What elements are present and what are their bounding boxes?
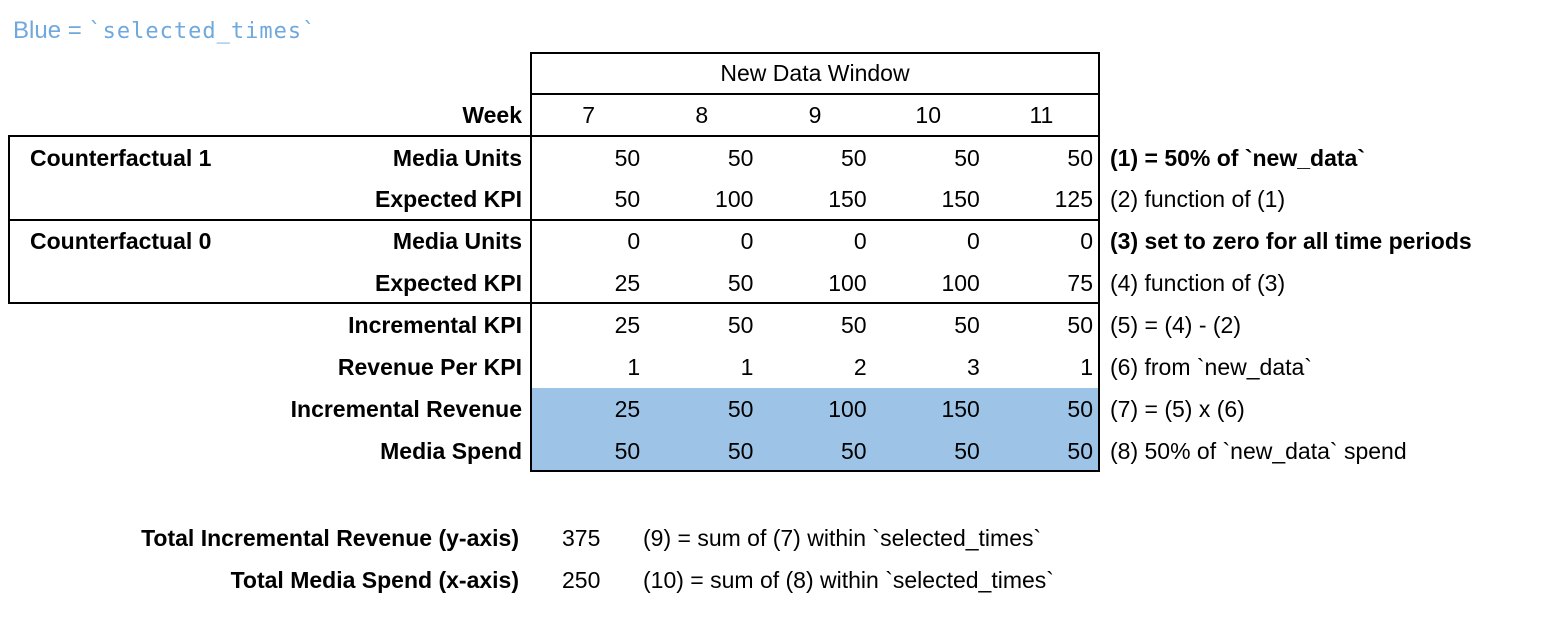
week-cell: 9 [808, 102, 822, 128]
value-cell: 50 [841, 311, 867, 338]
value-cell: 150 [828, 186, 867, 212]
table-row-media-units-cf0: Media Units 0 0 0 0 0 (3) set to zero fo… [0, 221, 1544, 262]
value-cell: 150 [941, 186, 980, 212]
table-row-revenue-per-kpi: Revenue Per KPI 1 1 2 3 1 (6) from `new_… [0, 346, 1544, 388]
value-cell: 2 [853, 353, 867, 380]
value-cell: 100 [828, 395, 867, 422]
week-row-separator-line [8, 135, 1100, 137]
table-row-media-spend: Media Spend 50 50 50 50 50 (8) 50% of `n… [0, 430, 1544, 472]
row-annotation: (4) function of (3) [1110, 269, 1286, 296]
value-cell: 100 [941, 269, 980, 296]
value-cell: 0 [740, 228, 754, 254]
row-label: Media Spend [380, 437, 522, 464]
counterfactual-separator-line [8, 219, 1100, 221]
row-label: Incremental KPI [348, 311, 522, 338]
value-cell: 50 [1067, 144, 1094, 171]
total-annotation: (10) = sum of (8) within `selected_times… [643, 566, 1054, 593]
total-incremental-revenue-line: Total Incremental Revenue (y-axis) 375 (… [0, 517, 1544, 559]
total-media-spend-line: Total Media Spend (x-axis) 250 (10) = su… [0, 559, 1544, 601]
value-cell: 50 [614, 186, 641, 212]
group-label-counterfactual-0: Counterfactual 0 [30, 227, 212, 254]
value-cell: 50 [727, 437, 754, 464]
value-cell: 0 [967, 228, 980, 254]
value-cell: 50 [954, 437, 980, 464]
row-label: Revenue Per KPI [337, 353, 522, 380]
value-cell: 50 [841, 437, 867, 464]
total-annotation: (9) = sum of (7) within `selected_times` [643, 524, 1042, 551]
value-cell: 50 [1067, 437, 1094, 464]
value-cell: 50 [727, 395, 754, 422]
value-cell: 25 [614, 395, 641, 422]
counterfactual-left-border [8, 135, 10, 304]
week-cell: 11 [1029, 102, 1054, 128]
value-cell: 150 [941, 395, 980, 422]
value-cell: 50 [614, 437, 641, 464]
total-value: 250 [562, 566, 601, 593]
table-header: New Data Window [720, 59, 910, 86]
week-cell: 7 [582, 102, 595, 128]
week-row: Week 7 8 9 10 11 [0, 94, 1544, 137]
value-cell: 75 [1067, 269, 1094, 296]
row-annotation: (5) = (4) - (2) [1110, 311, 1241, 338]
row-label: Expected KPI [375, 186, 522, 212]
row-annotation: (6) from `new_data` [1110, 353, 1312, 380]
total-label: Total Media Spend (x-axis) [230, 566, 519, 593]
value-cell: 0 [1080, 228, 1094, 254]
value-cell: 25 [614, 311, 641, 338]
legend: Blue = `selected_times` [13, 16, 316, 46]
value-cell: 0 [627, 228, 641, 254]
value-cell: 1 [1080, 353, 1094, 380]
week-cell: 8 [695, 102, 709, 128]
total-value: 375 [562, 524, 601, 551]
counterfactual0-bottom-line [8, 302, 1100, 304]
value-cell: 50 [727, 144, 754, 171]
table-row-incremental-kpi: Incremental KPI 25 50 50 50 50 (5) = (4)… [0, 304, 1544, 346]
value-cell: 50 [954, 311, 980, 338]
total-label: Total Incremental Revenue (y-axis) [141, 524, 519, 551]
legend-prefix: Blue = [13, 17, 89, 44]
header-separator-line [530, 93, 1100, 95]
value-cell: 125 [1054, 186, 1094, 212]
value-cell: 1 [740, 353, 754, 380]
row-label: Incremental Revenue [290, 395, 522, 422]
value-cell: 50 [1067, 395, 1094, 422]
week-cell: 10 [915, 102, 941, 128]
row-label: Media Units [392, 144, 522, 171]
data-window-border [530, 52, 1100, 472]
table-row-expected-kpi-cf1: Expected KPI 50 100 150 150 125 (2) func… [0, 179, 1544, 220]
row-annotation: (1) = 50% of `new_data` [1110, 144, 1365, 171]
value-cell: 0 [853, 228, 867, 254]
week-label: Week [462, 102, 522, 128]
row-label: Media Units [392, 228, 522, 254]
row-label: Expected KPI [375, 269, 522, 296]
table-row-expected-kpi-cf0: Expected KPI 25 50 100 100 75 (4) functi… [0, 262, 1544, 304]
value-cell: 50 [614, 144, 641, 171]
value-cell: 50 [954, 144, 980, 171]
row-annotation: (7) = (5) x (6) [1110, 395, 1245, 422]
value-cell: 50 [1067, 311, 1094, 338]
value-cell: 50 [841, 144, 867, 171]
legend-code: `selected_times` [88, 18, 317, 44]
selected-times-highlight [532, 388, 1098, 470]
row-annotation: (8) 50% of `new_data` spend [1110, 437, 1407, 464]
value-cell: 100 [828, 269, 867, 296]
value-cell: 25 [614, 269, 641, 296]
value-cell: 50 [727, 269, 754, 296]
value-cell: 1 [627, 353, 641, 380]
group-label-counterfactual-1: Counterfactual 1 [30, 144, 212, 171]
row-annotation: (2) function of (1) [1110, 186, 1286, 212]
value-cell: 100 [715, 186, 754, 212]
table-row-incremental-revenue: Incremental Revenue 25 50 100 150 50 (7)… [0, 388, 1544, 430]
row-annotation: (3) set to zero for all time periods [1110, 228, 1472, 254]
value-cell: 3 [967, 353, 980, 380]
table-row-media-units-cf1: Media Units 50 50 50 50 50 (1) = 50% of … [0, 137, 1544, 179]
value-cell: 50 [727, 311, 754, 338]
